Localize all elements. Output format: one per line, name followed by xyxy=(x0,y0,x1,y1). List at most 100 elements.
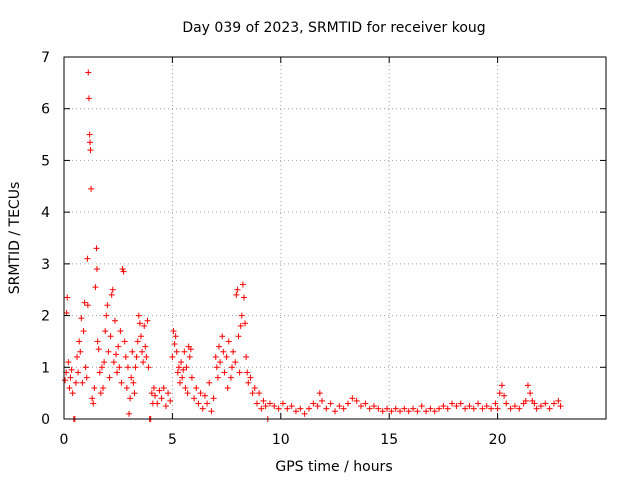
data-point xyxy=(160,384,167,391)
data-point xyxy=(109,286,116,293)
data-point xyxy=(123,384,130,391)
data-point xyxy=(75,369,82,376)
data-point xyxy=(371,403,378,410)
data-point xyxy=(233,291,240,298)
data-point xyxy=(301,410,308,417)
data-point xyxy=(208,408,215,415)
data-point xyxy=(220,348,227,355)
data-point xyxy=(537,403,544,410)
data-point xyxy=(184,390,191,397)
data-point xyxy=(236,369,243,376)
data-point xyxy=(107,333,114,340)
data-point xyxy=(154,400,161,407)
data-point xyxy=(122,353,129,360)
data-point xyxy=(126,410,133,417)
data-point xyxy=(79,379,86,386)
data-point xyxy=(524,382,531,389)
data-point xyxy=(516,405,523,412)
data-point xyxy=(271,403,278,410)
data-point xyxy=(93,245,100,252)
data-point xyxy=(141,322,148,329)
data-point xyxy=(240,294,247,301)
data-point xyxy=(187,346,194,353)
data-point xyxy=(169,353,176,360)
data-point xyxy=(136,320,143,327)
data-point xyxy=(156,387,163,394)
y-tick-label: 5 xyxy=(41,153,50,169)
data-point xyxy=(174,369,181,376)
data-point xyxy=(501,392,508,399)
data-point xyxy=(557,403,564,410)
data-point xyxy=(150,384,157,391)
data-point xyxy=(245,379,252,386)
data-point xyxy=(97,390,104,397)
data-point xyxy=(78,315,85,322)
data-point xyxy=(494,405,501,412)
data-point xyxy=(77,348,84,355)
data-point xyxy=(162,403,169,410)
data-point xyxy=(90,400,97,407)
data-point xyxy=(457,400,464,407)
data-point xyxy=(327,400,334,407)
data-point xyxy=(436,405,443,412)
data-point xyxy=(179,374,186,381)
data-point xyxy=(362,400,369,407)
data-point xyxy=(224,384,231,391)
data-point xyxy=(314,403,321,410)
data-point xyxy=(427,405,434,412)
y-tick-label: 2 xyxy=(41,309,50,325)
data-point xyxy=(201,392,208,399)
data-point xyxy=(279,400,286,407)
data-point xyxy=(178,359,185,366)
data-point xyxy=(242,320,249,327)
data-point xyxy=(158,395,165,402)
data-point xyxy=(431,408,438,415)
data-point xyxy=(114,369,121,376)
data-point xyxy=(238,312,245,319)
data-point xyxy=(503,400,510,407)
data-point xyxy=(550,400,557,407)
data-point xyxy=(74,353,81,360)
data-point xyxy=(98,364,105,371)
data-point xyxy=(262,403,269,410)
data-point xyxy=(227,374,234,381)
data-point xyxy=(69,390,76,397)
data-point xyxy=(332,408,338,415)
data-point xyxy=(345,400,352,407)
data-point xyxy=(87,147,94,154)
data-point xyxy=(172,333,179,340)
data-point xyxy=(171,341,178,348)
data-point xyxy=(88,185,95,192)
data-point xyxy=(121,338,128,345)
data-point xyxy=(414,408,421,415)
data-point xyxy=(68,366,75,373)
data-point xyxy=(191,395,198,402)
x-tick-label: 5 xyxy=(168,432,177,448)
data-point xyxy=(148,390,155,397)
data-point xyxy=(230,348,237,355)
data-point xyxy=(83,374,90,381)
data-point xyxy=(128,374,135,381)
data-point xyxy=(542,400,549,407)
data-point xyxy=(173,348,180,355)
data-point xyxy=(116,364,123,371)
data-point xyxy=(183,364,190,371)
data-point xyxy=(110,359,117,366)
data-point xyxy=(213,364,220,371)
data-point xyxy=(186,353,193,360)
plot-frame xyxy=(63,56,607,420)
data-point xyxy=(144,317,151,324)
data-point xyxy=(366,405,373,412)
data-point xyxy=(305,405,312,412)
data-point xyxy=(410,405,417,412)
data-point xyxy=(225,338,232,345)
data-point xyxy=(527,390,534,397)
chart-title: Day 039 of 2023, SRMTID for receiver kou… xyxy=(182,20,485,36)
data-point xyxy=(223,353,230,360)
data-point xyxy=(84,255,91,262)
data-point xyxy=(475,400,482,407)
data-point xyxy=(100,384,107,391)
data-point xyxy=(92,284,99,291)
data-point xyxy=(84,302,91,309)
